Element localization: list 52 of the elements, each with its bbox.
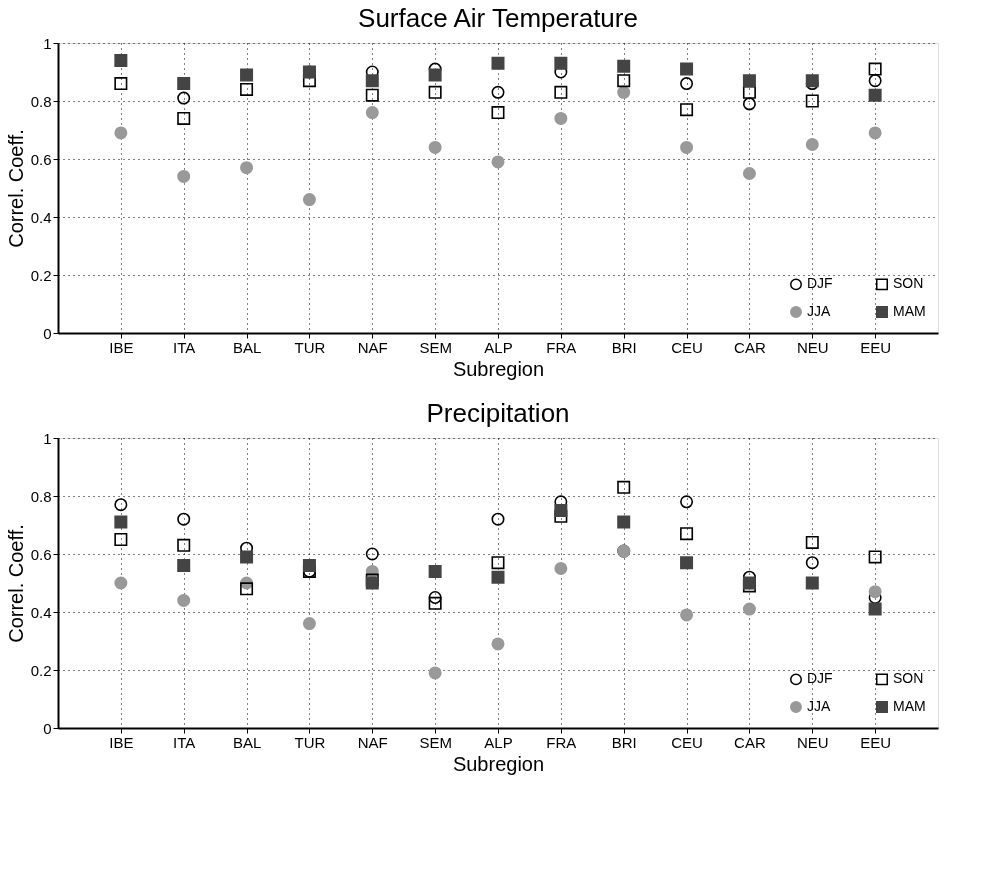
x-tick-label: ALP bbox=[484, 338, 513, 356]
x-tick-label: EEU bbox=[860, 733, 892, 751]
legend-label: MAM bbox=[893, 698, 926, 714]
y-tick-label: 0.4 bbox=[30, 208, 52, 226]
x-axis-title: Subregion bbox=[452, 752, 545, 775]
x-tick-label: FRA bbox=[546, 733, 577, 751]
legend-label: JJA bbox=[807, 303, 831, 319]
legend-label: DJF bbox=[807, 275, 833, 292]
chart-title: Precipitation bbox=[426, 398, 570, 428]
chart-title: Surface Air Temperature bbox=[358, 3, 638, 33]
x-axis-title: Subregion bbox=[452, 357, 545, 380]
x-tick-label: CEU bbox=[671, 338, 703, 356]
x-tick-label: NEU bbox=[796, 338, 829, 356]
x-tick-label: BRI bbox=[611, 733, 637, 751]
x-tick-label: BAL bbox=[232, 338, 262, 356]
y-tick-label: 1 bbox=[43, 34, 52, 52]
y-tick-label: 0.4 bbox=[30, 603, 52, 621]
y-axis-title: Correl. Coeff. bbox=[4, 524, 27, 643]
x-tick-label: TUR bbox=[294, 338, 326, 356]
legend-label: SON bbox=[893, 275, 924, 292]
x-tick-label: BRI bbox=[611, 338, 637, 356]
y-tick-label: 0.8 bbox=[30, 92, 52, 110]
x-tick-label: IBE bbox=[109, 338, 134, 356]
x-tick-label: IBE bbox=[109, 733, 134, 751]
y-axis-title: Correl. Coeff. bbox=[4, 129, 27, 248]
x-tick-label: EEU bbox=[860, 338, 892, 356]
x-tick-label: ALP bbox=[484, 733, 513, 751]
y-tick-label: 0.6 bbox=[30, 150, 52, 168]
x-tick-label: FRA bbox=[546, 338, 577, 356]
x-tick-label: CEU bbox=[671, 733, 703, 751]
y-tick-label: 0 bbox=[43, 324, 52, 342]
x-tick-label: NEU bbox=[796, 733, 829, 751]
y-tick-label: 0.2 bbox=[30, 266, 52, 284]
y-tick-label: 0.6 bbox=[30, 545, 52, 563]
legend-label: MAM bbox=[893, 303, 926, 319]
x-tick-label: SEM bbox=[419, 733, 452, 751]
x-tick-label: BAL bbox=[232, 733, 262, 751]
x-tick-label: CAR bbox=[734, 338, 766, 356]
y-tick-label: 1 bbox=[43, 429, 52, 447]
x-tick-label: TUR bbox=[294, 733, 326, 751]
legend-label: JJA bbox=[807, 698, 831, 714]
x-tick-label: ITA bbox=[173, 733, 196, 751]
y-tick-label: 0 bbox=[43, 719, 52, 737]
x-tick-label: SEM bbox=[419, 338, 452, 356]
x-tick-label: NAF bbox=[357, 338, 388, 356]
legend-label: SON bbox=[893, 670, 924, 687]
x-tick-label: ITA bbox=[173, 338, 196, 356]
x-tick-label: NAF bbox=[357, 733, 388, 751]
y-tick-label: 0.2 bbox=[30, 661, 52, 679]
legend-label: DJF bbox=[807, 670, 833, 687]
y-tick-label: 0.8 bbox=[30, 487, 52, 505]
x-tick-label: CAR bbox=[734, 733, 766, 751]
